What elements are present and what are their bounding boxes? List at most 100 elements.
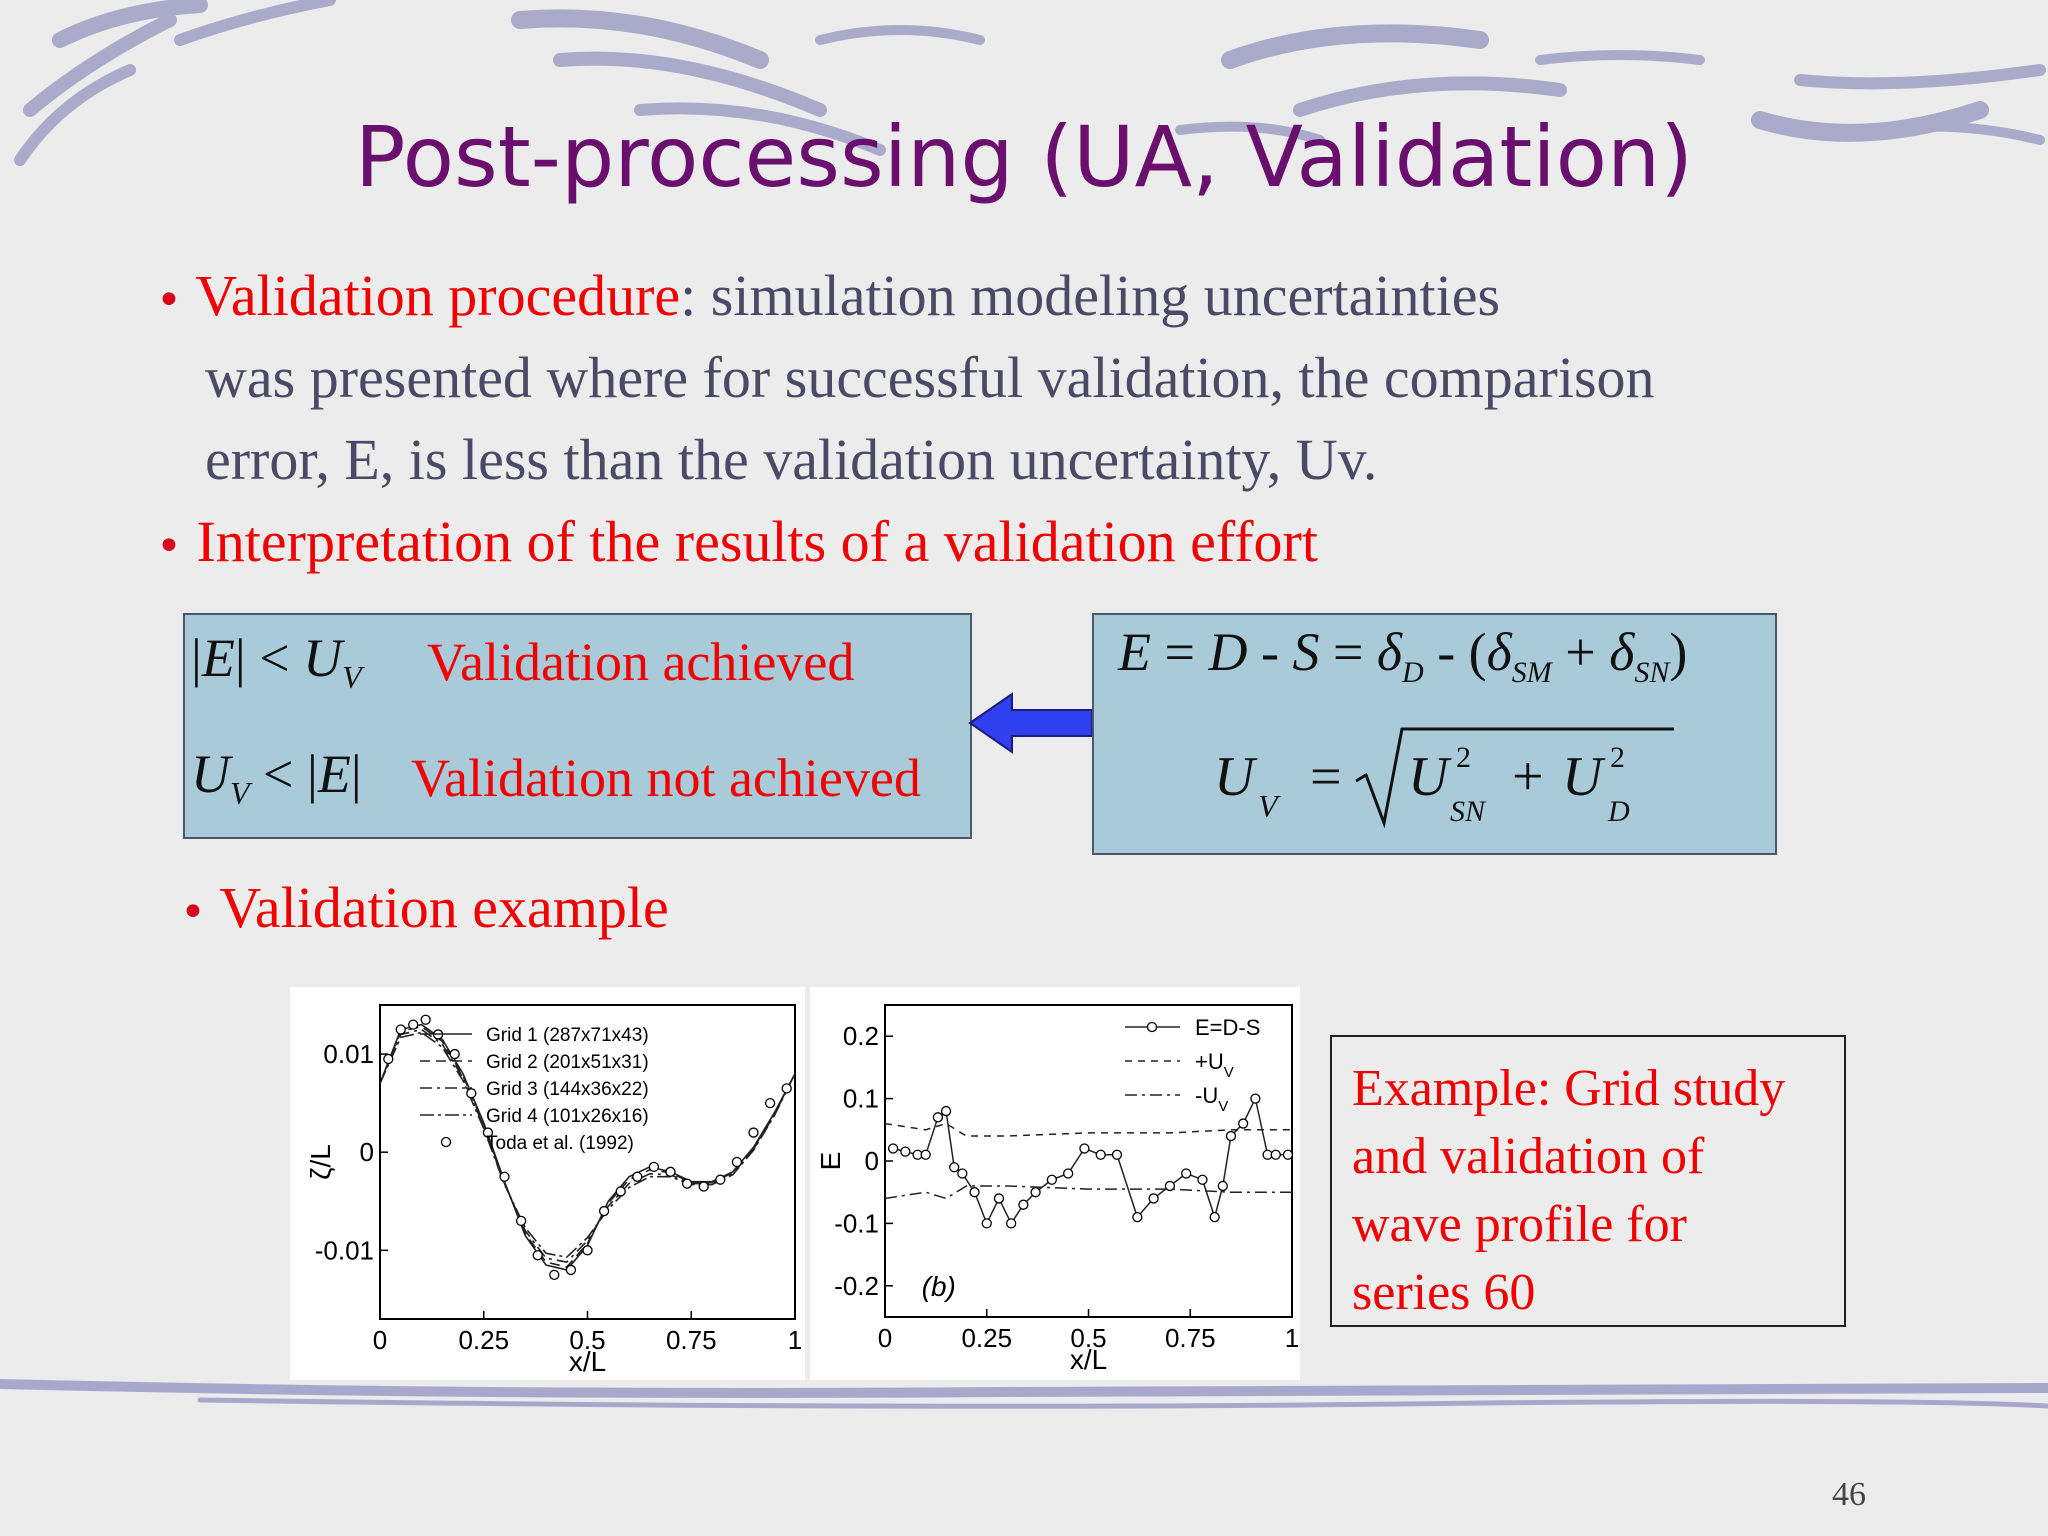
legend-marker	[440, 1136, 452, 1148]
bullet-highlight: Validation procedure	[195, 263, 681, 328]
y-tick-label: 0.2	[843, 1021, 879, 1051]
x-tick-label: 1	[1285, 1323, 1299, 1353]
svg-text:U: U	[1562, 746, 1606, 808]
experiment-point	[615, 1186, 626, 1197]
y-tick-label: -0.2	[834, 1271, 879, 1301]
experiment-point	[698, 1181, 709, 1192]
error-point	[981, 1218, 992, 1229]
error-point	[1148, 1193, 1159, 1204]
error-point	[920, 1149, 931, 1160]
left-arrow-icon	[968, 692, 1093, 754]
legend-entry: -UV	[1195, 1083, 1228, 1115]
criterion-uv-less-abs-e: UV < |E|	[191, 744, 362, 811]
experiment-point	[408, 1019, 419, 1030]
experiment-point	[565, 1264, 577, 1276]
error-point	[1046, 1174, 1058, 1185]
legend-marker	[1146, 1021, 1158, 1033]
x-tick-label: 0.75	[1165, 1323, 1216, 1353]
experiment-point	[648, 1161, 660, 1173]
x-tick-label: 0.25	[961, 1323, 1012, 1353]
bullet-validation-example: • Validation example	[180, 867, 669, 954]
example-note-line: series 60	[1352, 1264, 1536, 1321]
legend-entry: Grid 2 (201x51x31)	[486, 1052, 649, 1073]
example-note-line: Example: Grid study	[1352, 1060, 1786, 1117]
example-note-line: wave profile for	[1352, 1196, 1687, 1253]
error-point	[993, 1193, 1005, 1204]
error-point	[1270, 1149, 1281, 1160]
experiment-point	[764, 1097, 776, 1109]
error-point	[887, 1143, 899, 1154]
legend-entry: Grid 4 (101x26x16)	[486, 1106, 649, 1127]
experiment-point	[466, 1088, 477, 1099]
y-tick-label: 0	[865, 1146, 879, 1176]
series-line-1	[892, 1096, 1288, 1226]
experiment-point	[681, 1178, 693, 1189]
series-line-2	[379, 1025, 796, 1268]
slide-title: Post-processing (UA, Validation)	[354, 108, 1694, 206]
svg-text:SN: SN	[1450, 795, 1487, 828]
bullet-dot: •	[156, 275, 182, 326]
series-line-3	[884, 1185, 1292, 1200]
y-axis-label: E	[815, 1152, 846, 1171]
experiment-point	[449, 1048, 460, 1060]
bullet-dot: •	[156, 521, 182, 572]
x-axis-label: x/L	[1070, 1344, 1107, 1375]
error-point	[957, 1168, 968, 1179]
legend-entry: Grid 3 (144x36x22)	[486, 1079, 649, 1100]
experiment-point	[598, 1205, 610, 1217]
panel-annotation: (b)	[922, 1271, 956, 1302]
legend-entry: +UV	[1195, 1049, 1234, 1081]
svg-text:V: V	[1258, 788, 1281, 824]
page-number: 46	[1832, 1476, 1866, 1513]
example-note-box: Example: Grid study and validation of wa…	[1330, 1035, 1846, 1327]
error-point	[1250, 1093, 1261, 1104]
error-point	[932, 1112, 944, 1123]
svg-text:=: =	[1310, 746, 1342, 808]
error-point	[1181, 1168, 1192, 1179]
legend-subscript: V	[1224, 1064, 1234, 1081]
legend-entry: Grid 1 (287x71x43)	[486, 1025, 649, 1046]
validation-criteria-box: |E| < UV Validation achieved UV < |E| Va…	[183, 613, 972, 839]
error-point	[1095, 1149, 1106, 1160]
validation-not-achieved-label: Validation not achieved	[411, 748, 921, 808]
y-tick-label: 0	[360, 1137, 374, 1167]
error-point	[1238, 1118, 1249, 1129]
comparison-error-equation: E = D - S = δD - (δSM + δSN)	[1118, 622, 1688, 689]
error-point	[969, 1187, 980, 1198]
experiment-point	[482, 1127, 494, 1138]
error-point	[1132, 1212, 1143, 1223]
x-tick-label: 0	[373, 1325, 387, 1355]
y-tick-label: 0.01	[323, 1039, 374, 1069]
svg-text:2: 2	[1610, 741, 1625, 774]
x-tick-label: 0.5	[569, 1325, 605, 1355]
experiment-point	[395, 1024, 406, 1035]
experiment-point	[665, 1166, 676, 1177]
svg-text:+: +	[1512, 746, 1544, 808]
experiment-point	[549, 1269, 560, 1280]
y-tick-label: -0.1	[834, 1208, 879, 1238]
validation-achieved-label: Validation achieved	[427, 632, 855, 692]
validation-uncertainty-equation: U V = U 2 SN + U 2 D	[1214, 727, 1674, 829]
error-point	[1225, 1130, 1237, 1142]
error-point	[1197, 1174, 1208, 1185]
error-point	[1111, 1149, 1123, 1160]
wave-profile-chart: 0 0.25 0.5 0.75 1 0.01 0 -0.01 x/L ζ/L Grid 1 (287…	[290, 987, 805, 1380]
bullet-text: : simulation modeling uncertainties	[680, 263, 1501, 328]
error-point	[949, 1162, 960, 1173]
legend-entry: Toda et al. (1992)	[486, 1133, 634, 1154]
error-point	[1062, 1168, 1074, 1179]
bullet-validation-example-text: Validation example	[219, 875, 669, 940]
series-line-4	[379, 1031, 796, 1259]
bullet-dot: •	[180, 887, 206, 938]
legend-entry: E=D-S	[1195, 1015, 1260, 1040]
comparison-error-chart: 0 0.25 0.5 0.75 1 0.2 0.1 0 -0.1 -0.2 x/L E (b) E=D-S…	[810, 987, 1300, 1380]
error-point	[1217, 1180, 1228, 1192]
legend-subscript: V	[1218, 1098, 1228, 1115]
error-point	[1164, 1180, 1176, 1192]
experiment-point	[715, 1174, 726, 1185]
experiment-point	[731, 1156, 743, 1168]
error-point	[940, 1105, 952, 1117]
svg-text:D: D	[1607, 795, 1630, 828]
error-point	[1030, 1187, 1041, 1198]
